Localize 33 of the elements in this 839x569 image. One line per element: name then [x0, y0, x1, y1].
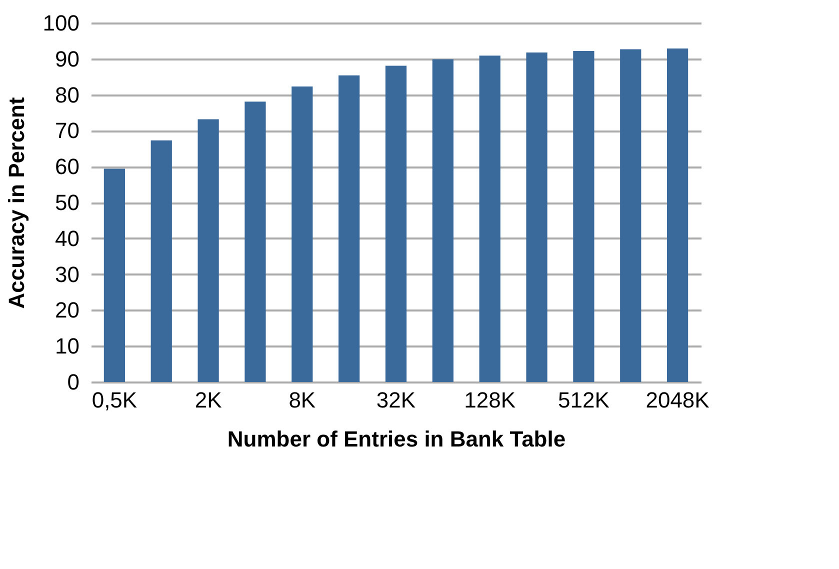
bar — [292, 86, 313, 382]
y-tick-label: 60 — [55, 154, 80, 180]
x-axis-title: Number of Entries in Bank Table — [227, 426, 566, 452]
bar — [479, 56, 500, 382]
y-tick-label: 100 — [42, 10, 80, 36]
bar — [338, 75, 360, 382]
x-tick-label: 128K — [464, 388, 516, 412]
x-tick-label: 0,5K — [92, 388, 138, 412]
bar — [198, 119, 219, 382]
bar — [526, 52, 548, 382]
y-tick-label: 40 — [55, 226, 80, 251]
bar — [104, 168, 126, 382]
y-tick-label: 50 — [55, 190, 80, 215]
y-tick-label: 0 — [67, 370, 80, 394]
y-axis-title: Accuracy in Percent — [4, 96, 29, 309]
y-tick-label: 20 — [55, 298, 80, 323]
y-tick-label: 80 — [55, 82, 80, 108]
bar — [150, 140, 172, 382]
y-tick-label: 10 — [55, 334, 80, 359]
bar — [666, 48, 688, 382]
x-tick-label: 2048K — [646, 388, 710, 412]
x-tick-label: 32K — [376, 388, 416, 412]
y-tick-label: 90 — [55, 46, 80, 72]
x-tick-label: 8K — [288, 388, 316, 412]
y-tick-label: 70 — [55, 118, 80, 144]
bar — [573, 51, 594, 382]
x-tick-label: 512K — [558, 388, 610, 412]
bar — [620, 49, 642, 382]
bar — [432, 59, 454, 382]
x-tick-label: 2K — [194, 388, 222, 412]
bar — [244, 102, 266, 382]
y-tick-label: 30 — [55, 262, 80, 287]
bar — [385, 66, 407, 382]
